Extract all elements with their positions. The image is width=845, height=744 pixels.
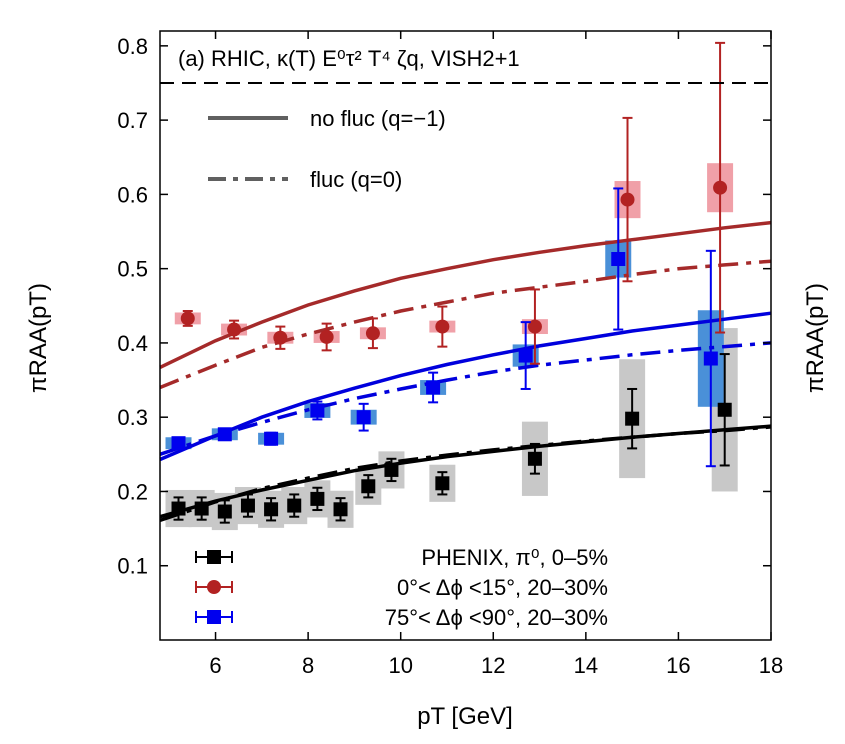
y-tick-label: 0.8 [117, 34, 148, 59]
blue-point [264, 431, 279, 446]
y-tick-label: 0.6 [117, 182, 148, 207]
x-tick-label: 14 [574, 653, 598, 678]
blue-point [310, 403, 325, 418]
y-tick-label: 0.1 [117, 554, 148, 579]
blue-point [171, 436, 186, 451]
legend-fluc-label: fluc (q=0) [310, 167, 402, 192]
curve-red-no-fluc [159, 220, 772, 369]
x-axis-label: pT [GeV] [417, 703, 513, 730]
data-legend: PHENIX, π⁰, 0–5% 0°< Δϕ <15°, 20–30% 75°… [195, 545, 608, 630]
y-axis-label-right: πRAA(pT) [802, 283, 829, 393]
legend-blue-marker [207, 610, 221, 624]
y-tick-label: 0.5 [117, 257, 148, 282]
curve-black-fluc [159, 425, 772, 523]
y-axis-label: πRAA(pT) [25, 283, 52, 393]
legend-phenix-label: PHENIX, π⁰, 0–5% [421, 545, 608, 570]
red-point [527, 319, 542, 334]
red-point [365, 326, 380, 341]
x-tick-label: 10 [388, 653, 412, 678]
plot-frame [159, 30, 772, 641]
red-point [180, 311, 195, 326]
x-tick-label: 12 [481, 653, 505, 678]
blue-point [217, 427, 232, 442]
x-tick-label: 16 [666, 653, 690, 678]
y-tick-label: 0.2 [117, 479, 148, 504]
phenix-point [217, 504, 232, 519]
red-point [713, 180, 728, 195]
x-tick-label: 6 [209, 653, 221, 678]
phenix-point [435, 476, 450, 491]
y-tick-label: 0.4 [117, 331, 148, 356]
blue-point [611, 252, 626, 267]
phenix-point [717, 402, 732, 417]
phenix-point [264, 502, 279, 517]
blue-point [703, 351, 718, 366]
legend-phenix-marker [207, 550, 221, 564]
red-point [319, 329, 334, 344]
phenix-point [527, 451, 542, 466]
x-axis-ticks: 6 8 10 12 14 16 18 [209, 31, 783, 678]
legend-no-fluc-label: no fluc (q=−1) [310, 106, 446, 131]
phenix-point [240, 498, 255, 513]
y-tick-label: 0.3 [117, 405, 148, 430]
red-point [273, 330, 288, 345]
legend-red-marker [207, 580, 221, 594]
phenix-point [310, 491, 325, 506]
blue-point [356, 410, 371, 425]
model-curves [159, 220, 772, 523]
blue-point [518, 348, 533, 363]
phenix-point [287, 498, 302, 513]
data-points [171, 41, 732, 524]
blue-point [426, 380, 441, 395]
red-point [435, 319, 450, 334]
systematic-bands [165, 163, 738, 531]
legend-blue-label: 75°< Δϕ <90°, 20–30% [385, 605, 608, 630]
line-style-legend: no fluc (q=−1) fluc (q=0) [208, 106, 446, 192]
y-tick-label: 0.7 [117, 108, 148, 133]
curve-blue-fluc [159, 341, 772, 456]
red-point [227, 322, 242, 337]
x-tick-label: 18 [759, 653, 783, 678]
curve-blue-no-fluc [159, 311, 772, 462]
y-axis-ticks: 0.1 0.2 0.3 0.4 0.5 0.6 0.7 0.8 [117, 34, 771, 579]
legend-red-label: 0°< Δϕ <15°, 20–30% [397, 575, 608, 600]
phenix-point [384, 462, 399, 477]
phenix-point [194, 501, 209, 516]
phenix-point [171, 501, 186, 516]
phenix-point [625, 411, 640, 426]
x-tick-label: 8 [302, 653, 314, 678]
red-point [620, 192, 635, 207]
phenix-point [333, 502, 348, 517]
chart-title: (a) RHIC, κ(T) E⁰τ² T⁴ ζq, VISH2+1 [178, 46, 520, 71]
phenix-point [361, 479, 376, 494]
